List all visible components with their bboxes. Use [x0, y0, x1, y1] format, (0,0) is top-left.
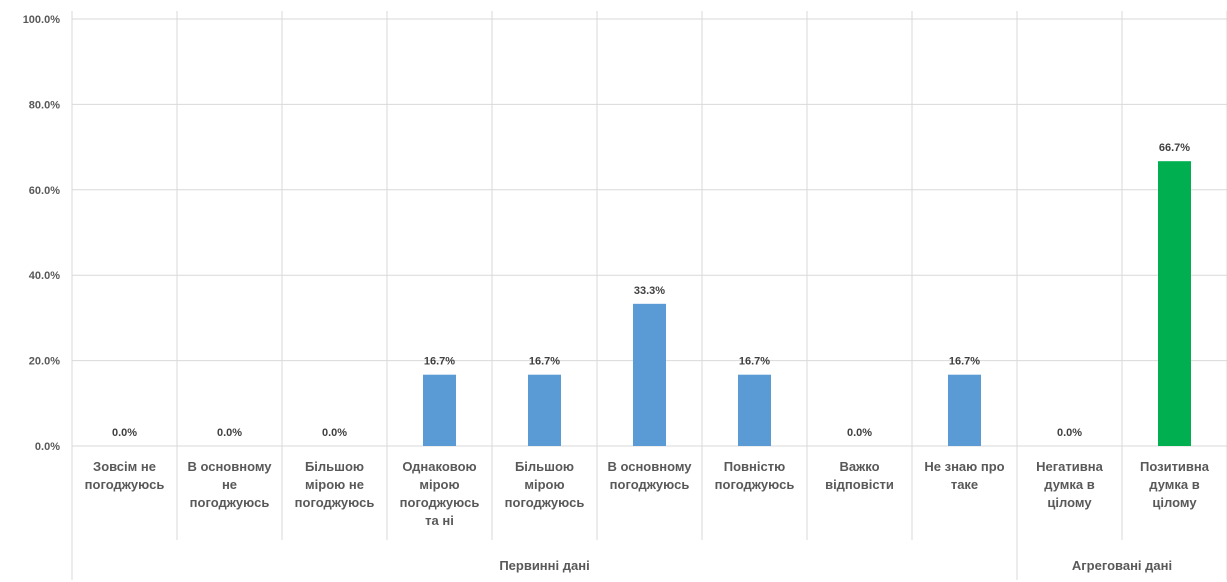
category-label: цілому	[1047, 495, 1092, 510]
y-tick-label: 20.0%	[29, 356, 60, 368]
y-tick-label: 80.0%	[29, 99, 60, 111]
bar	[633, 303, 666, 446]
category-label: Однаковою	[402, 459, 476, 474]
category-label: не	[222, 477, 237, 492]
category-label: Важко	[839, 459, 879, 474]
data-label: 33.3%	[634, 285, 665, 297]
category-label: таке	[951, 477, 978, 492]
category-label: думка в	[1044, 477, 1094, 492]
category-label: погоджуюсь	[610, 477, 690, 492]
category-label: погоджуюсь	[505, 495, 585, 510]
category-label: Більшою	[305, 459, 364, 474]
category-label: Позитивна	[1140, 459, 1210, 474]
bar	[1158, 161, 1191, 447]
category-label: Повністю	[724, 459, 785, 474]
category-label: Негативна	[1036, 459, 1103, 474]
category-label: мірою не	[305, 477, 364, 492]
category-label: відповісти	[825, 477, 894, 492]
category-label: погоджуюсь	[715, 477, 795, 492]
data-label: 16.7%	[424, 356, 455, 368]
category-label: погоджуюсь	[400, 495, 480, 510]
category-label: Не знаю про	[924, 459, 1004, 474]
data-label: 16.7%	[529, 356, 560, 368]
category-label: Більшою	[515, 459, 574, 474]
data-label: 0.0%	[217, 427, 242, 439]
category-label: В основному	[607, 459, 692, 474]
group-label: Агреговані дані	[1072, 558, 1172, 573]
data-label: 16.7%	[949, 356, 980, 368]
data-label: 66.7%	[1159, 142, 1190, 154]
bar	[948, 374, 981, 446]
y-tick-label: 40.0%	[29, 270, 60, 282]
data-label: 0.0%	[112, 427, 137, 439]
category-label: Зовсім не	[93, 459, 156, 474]
data-label: 0.0%	[1057, 427, 1082, 439]
category-label: думка в	[1149, 477, 1199, 492]
y-tick-label: 60.0%	[29, 185, 60, 197]
y-tick-label: 0.0%	[35, 441, 60, 453]
data-label: 0.0%	[322, 427, 347, 439]
category-label: погоджуюсь	[85, 477, 165, 492]
category-label: погоджуюсь	[190, 495, 270, 510]
category-label: мірою	[524, 477, 564, 492]
category-label: цілому	[1152, 495, 1197, 510]
data-label: 0.0%	[847, 427, 872, 439]
bar	[738, 374, 771, 446]
category-label: погоджуюсь	[295, 495, 375, 510]
category-label: В основному	[187, 459, 272, 474]
y-tick-label: 100.0%	[23, 14, 61, 26]
bar	[423, 374, 456, 446]
group-label: Первинні дані	[499, 558, 589, 573]
data-label: 16.7%	[739, 356, 770, 368]
bar	[528, 374, 561, 446]
category-label: та ні	[425, 513, 454, 528]
category-label: мірою	[419, 477, 459, 492]
